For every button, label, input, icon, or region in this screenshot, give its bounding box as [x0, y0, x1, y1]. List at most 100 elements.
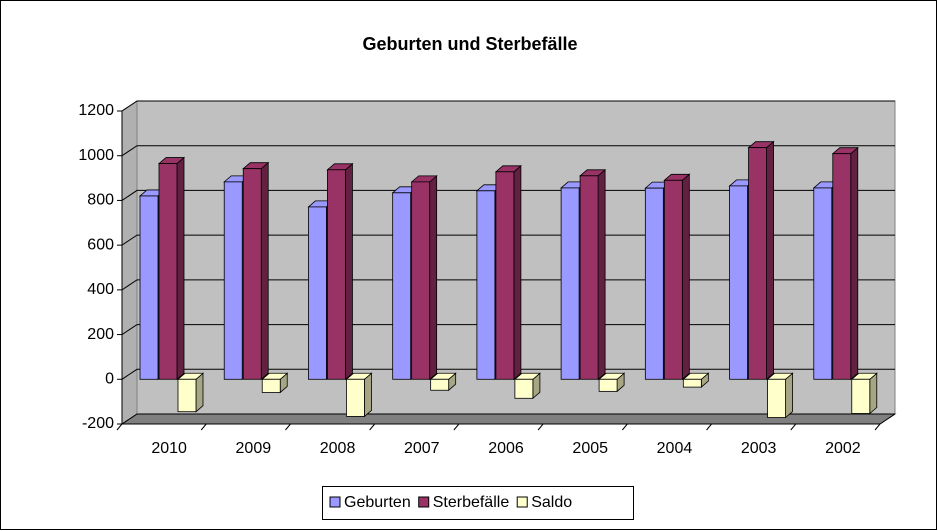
- bar-side-shade: [261, 162, 269, 380]
- y-tick-label: 1000: [78, 147, 114, 164]
- bar-side-shade: [364, 373, 372, 417]
- x-tick-label: 2003: [741, 440, 777, 457]
- bar-front: [223, 181, 243, 380]
- y-tick-label: 0: [105, 371, 114, 388]
- bar-front: [748, 147, 767, 380]
- legend-label: Saldo: [531, 494, 572, 511]
- grid-line: [121, 413, 895, 425]
- bar-front: [598, 378, 618, 392]
- grid-line: [121, 368, 895, 380]
- bar: [579, 168, 607, 381]
- grid-line: [121, 324, 895, 335]
- bar-side-shade: [345, 163, 353, 380]
- legend: Geburten Sterbefälle Saldo: [322, 486, 634, 520]
- bar-front: [392, 192, 412, 380]
- x-tick-label: 2010: [151, 440, 187, 457]
- bar-side-shade: [513, 165, 521, 380]
- bar-front: [813, 187, 833, 380]
- bar: [410, 175, 438, 381]
- y-tick-label: 800: [87, 192, 114, 209]
- x-tick: [621, 423, 628, 431]
- y-tick-label: -200: [82, 415, 114, 432]
- bar: [494, 164, 522, 381]
- bar: [850, 372, 878, 415]
- bar-side-shade: [701, 373, 709, 388]
- bar-front: [158, 163, 178, 380]
- grid-line: [121, 279, 895, 291]
- bar: [663, 173, 691, 381]
- grid-line: [121, 145, 895, 157]
- bar: [831, 146, 859, 381]
- grid-line: [121, 234, 895, 246]
- grid-line: [121, 189, 895, 201]
- x-tick: [790, 423, 797, 431]
- bar-front: [851, 378, 871, 414]
- bar-front: [682, 378, 702, 388]
- y-tick-label: 400: [87, 281, 114, 298]
- legend-label: Sterbefälle: [433, 494, 510, 511]
- x-tick: [200, 423, 207, 431]
- bar: [176, 372, 205, 413]
- bar-side-shade: [196, 373, 203, 412]
- x-tick-label: 2006: [488, 440, 524, 457]
- bar-side-shade: [177, 157, 184, 380]
- bar: [429, 372, 457, 392]
- bar-front: [729, 185, 748, 380]
- bar-side-shade: [429, 175, 437, 380]
- bar: [747, 140, 775, 381]
- x-tick: [537, 423, 544, 431]
- bar: [157, 156, 186, 381]
- legend-swatch: [329, 496, 341, 508]
- bar-front: [261, 378, 281, 393]
- bar-side-shade: [532, 373, 540, 399]
- x-tick-label: 2004: [657, 440, 693, 457]
- x-tick: [874, 423, 881, 431]
- bar-front: [476, 190, 496, 380]
- legend-label: Geburten: [344, 494, 411, 511]
- bar-front: [495, 171, 515, 380]
- x-tick-label: 2005: [572, 440, 608, 457]
- bar-front: [560, 187, 580, 380]
- x-tick-label: 2008: [320, 440, 356, 457]
- bar-front: [139, 195, 159, 380]
- bar-side-shade: [869, 373, 877, 414]
- x-tick: [369, 423, 376, 431]
- bar-side-shade: [682, 174, 690, 380]
- bar: [326, 162, 354, 381]
- bar: [682, 372, 710, 388]
- y-tick-label: 600: [87, 236, 114, 253]
- bar: [598, 372, 626, 393]
- bar-front: [514, 378, 534, 399]
- bar: [766, 372, 794, 419]
- bar-side-shade: [598, 169, 606, 380]
- x-tick-label: 2007: [404, 440, 440, 457]
- grid-line: [121, 100, 895, 112]
- x-axis-end: [879, 413, 896, 425]
- legend-box: [322, 486, 634, 520]
- bar-front: [411, 181, 431, 380]
- bar: [261, 372, 289, 394]
- bar-front: [644, 187, 664, 380]
- bar-front: [767, 378, 786, 418]
- x-tick-label: 2002: [825, 440, 861, 457]
- bar-front: [327, 169, 346, 380]
- bar-front: [579, 175, 599, 380]
- bar-front: [346, 378, 365, 417]
- y-tick-label: 1200: [78, 102, 114, 119]
- bar-side-shade: [766, 141, 774, 380]
- bar-front: [308, 206, 327, 380]
- bar: [513, 372, 541, 400]
- bar-front: [430, 378, 450, 391]
- x-tick: [453, 423, 460, 431]
- bar-front: [242, 168, 262, 380]
- bar-side-shade: [785, 373, 793, 418]
- bar: [242, 161, 270, 381]
- side-wall: [121, 100, 138, 425]
- x-tick: [706, 423, 712, 431]
- bar: [345, 372, 373, 418]
- x-tick: [285, 423, 291, 431]
- bar-side-shade: [850, 147, 858, 380]
- x-tick: [116, 423, 123, 431]
- legend-swatch: [516, 496, 528, 508]
